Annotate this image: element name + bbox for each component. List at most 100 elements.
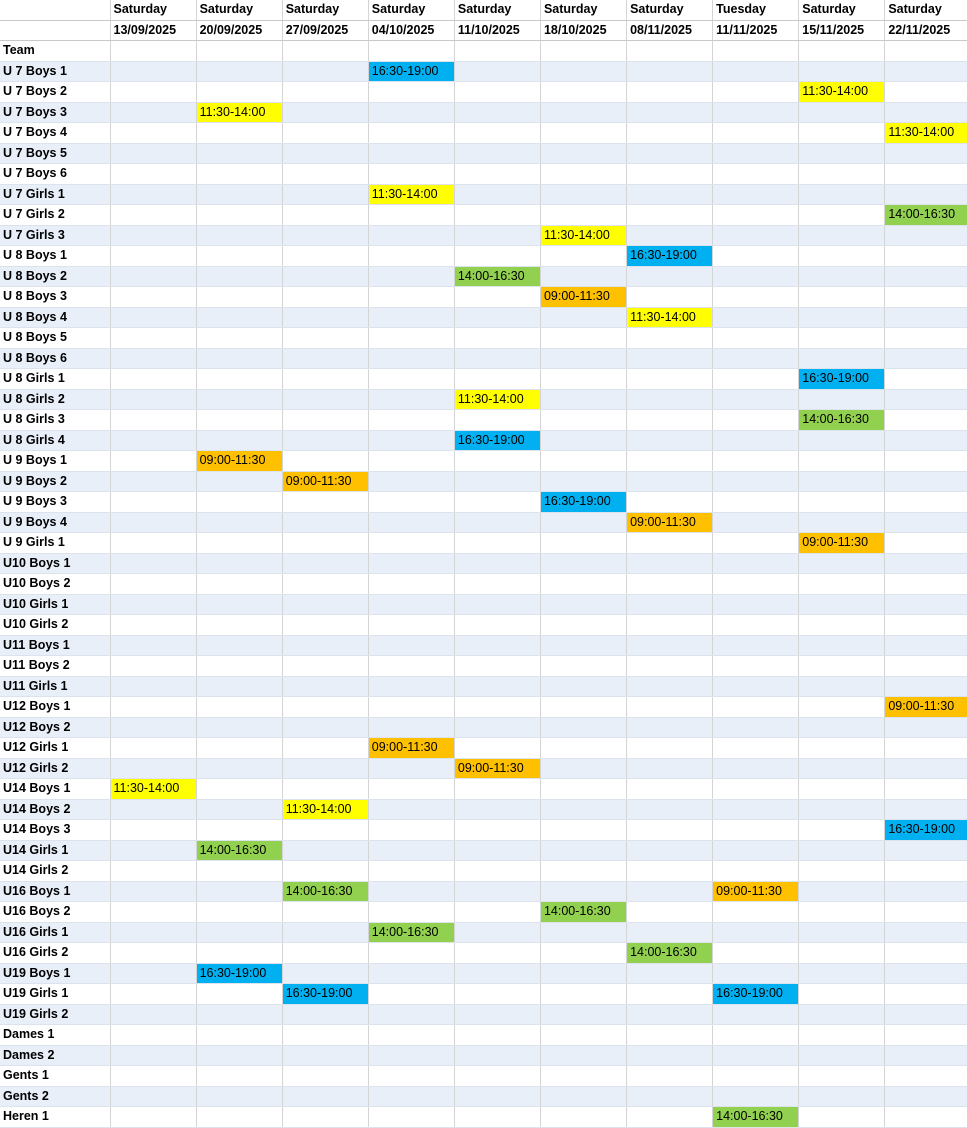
team-name-cell[interactable]: U16 Girls 2	[0, 942, 111, 964]
empty-cell[interactable]	[454, 143, 541, 164]
empty-cell[interactable]	[454, 368, 541, 390]
empty-cell[interactable]	[368, 840, 455, 861]
time-slot-cell[interactable]: 09:00-11:30	[540, 286, 628, 308]
empty-cell[interactable]	[626, 430, 714, 451]
team-name-cell[interactable]: U19 Boys 1	[0, 963, 111, 984]
empty-cell[interactable]	[110, 594, 197, 615]
empty-cell[interactable]	[712, 471, 800, 492]
empty-cell[interactable]	[626, 963, 714, 984]
empty-cell[interactable]	[626, 1004, 714, 1025]
empty-cell[interactable]	[454, 225, 541, 246]
empty-cell[interactable]	[196, 655, 283, 677]
empty-cell[interactable]	[626, 184, 714, 205]
empty-cell[interactable]	[282, 655, 369, 677]
empty-cell[interactable]	[454, 1086, 541, 1107]
empty-cell[interactable]	[368, 286, 455, 308]
empty-cell[interactable]	[110, 696, 197, 718]
time-slot-cell[interactable]: 14:00-16:30	[196, 840, 283, 861]
empty-cell[interactable]	[884, 901, 967, 923]
empty-cell[interactable]	[282, 286, 369, 308]
team-name-cell[interactable]: U10 Boys 1	[0, 553, 111, 574]
empty-cell[interactable]	[196, 717, 283, 738]
empty-cell[interactable]	[368, 819, 455, 841]
time-slot-cell[interactable]: 09:00-11:30	[712, 881, 800, 902]
empty-cell[interactable]	[282, 717, 369, 738]
empty-cell[interactable]	[282, 594, 369, 615]
empty-cell[interactable]	[196, 983, 283, 1005]
empty-cell[interactable]	[884, 1024, 967, 1046]
empty-cell[interactable]	[454, 737, 541, 759]
empty-cell[interactable]	[884, 40, 967, 62]
header-day-cell[interactable]: Saturday	[282, 0, 369, 21]
empty-cell[interactable]	[454, 122, 541, 144]
empty-cell[interactable]	[712, 758, 800, 779]
header-day-cell[interactable]: Saturday	[798, 0, 886, 21]
empty-cell[interactable]	[110, 553, 197, 574]
empty-cell[interactable]	[454, 840, 541, 861]
empty-cell[interactable]	[540, 778, 628, 800]
empty-cell[interactable]	[368, 102, 455, 123]
empty-cell[interactable]	[540, 1024, 628, 1046]
empty-cell[interactable]	[884, 471, 967, 492]
team-name-cell[interactable]: Dames 1	[0, 1024, 111, 1046]
empty-cell[interactable]	[712, 942, 800, 964]
empty-cell[interactable]	[368, 614, 455, 636]
empty-cell[interactable]	[110, 1045, 197, 1066]
empty-cell[interactable]	[798, 737, 886, 759]
empty-cell[interactable]	[110, 102, 197, 123]
team-name-cell[interactable]: U 8 Boys 4	[0, 307, 111, 328]
empty-cell[interactable]	[540, 102, 628, 123]
empty-cell[interactable]	[110, 635, 197, 656]
team-name-cell[interactable]: U14 Girls 1	[0, 840, 111, 861]
empty-cell[interactable]	[884, 983, 967, 1005]
empty-cell[interactable]	[540, 614, 628, 636]
empty-cell[interactable]	[196, 245, 283, 267]
empty-cell[interactable]	[540, 737, 628, 759]
empty-cell[interactable]	[282, 553, 369, 574]
header-day-cell[interactable]: Saturday	[368, 0, 455, 21]
empty-cell[interactable]	[884, 881, 967, 902]
empty-cell[interactable]	[540, 81, 628, 103]
empty-cell[interactable]	[368, 778, 455, 800]
empty-cell[interactable]	[626, 696, 714, 718]
empty-cell[interactable]	[712, 819, 800, 841]
empty-cell[interactable]	[368, 204, 455, 226]
empty-cell[interactable]	[454, 348, 541, 369]
empty-cell[interactable]	[282, 163, 369, 185]
empty-cell[interactable]	[196, 225, 283, 246]
empty-cell[interactable]	[196, 307, 283, 328]
team-name-cell[interactable]: U11 Boys 1	[0, 635, 111, 656]
time-slot-cell[interactable]: 09:00-11:30	[282, 471, 369, 492]
empty-cell[interactable]	[884, 307, 967, 328]
empty-cell[interactable]	[884, 512, 967, 533]
empty-cell[interactable]	[626, 1065, 714, 1087]
empty-cell[interactable]	[368, 799, 455, 820]
empty-cell[interactable]	[368, 573, 455, 595]
empty-cell[interactable]	[626, 286, 714, 308]
empty-cell[interactable]	[884, 491, 967, 513]
empty-cell[interactable]	[884, 184, 967, 205]
empty-cell[interactable]	[626, 348, 714, 369]
empty-cell[interactable]	[110, 389, 197, 410]
empty-cell[interactable]	[798, 901, 886, 923]
empty-cell[interactable]	[368, 409, 455, 431]
empty-cell[interactable]	[540, 266, 628, 287]
time-slot-cell[interactable]: 11:30-14:00	[110, 778, 197, 800]
empty-cell[interactable]	[196, 512, 283, 533]
team-name-cell[interactable]: Gents 2	[0, 1086, 111, 1107]
empty-cell[interactable]	[454, 778, 541, 800]
empty-cell[interactable]	[368, 450, 455, 472]
empty-cell[interactable]	[454, 1024, 541, 1046]
empty-cell[interactable]	[196, 737, 283, 759]
empty-cell[interactable]	[368, 963, 455, 984]
empty-cell[interactable]	[626, 471, 714, 492]
team-name-cell[interactable]: U12 Boys 1	[0, 696, 111, 718]
empty-cell[interactable]	[540, 594, 628, 615]
empty-cell[interactable]	[798, 922, 886, 943]
empty-cell[interactable]	[454, 553, 541, 574]
empty-cell[interactable]	[626, 553, 714, 574]
header-day-cell[interactable]: Saturday	[884, 0, 967, 21]
empty-cell[interactable]	[110, 368, 197, 390]
team-name-cell[interactable]: U 9 Boys 1	[0, 450, 111, 472]
empty-cell[interactable]	[282, 307, 369, 328]
